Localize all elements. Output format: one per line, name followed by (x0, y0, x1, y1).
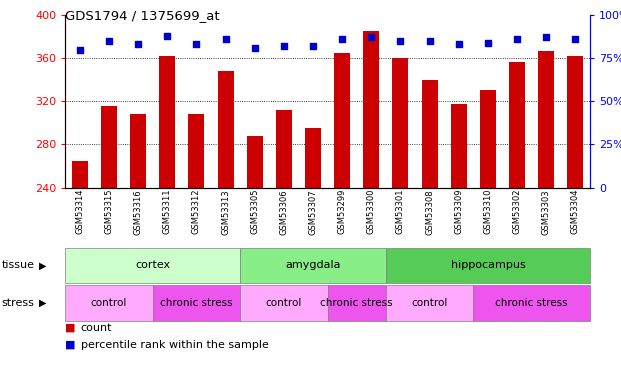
Text: tissue: tissue (1, 260, 34, 270)
Bar (480, 90, 496, 188)
Point (366, 34, 376, 40)
Bar (538, 51, 554, 188)
Bar (247, 136, 263, 188)
Point (542, 34, 551, 40)
Bar (101, 106, 117, 188)
Bar (65, 248, 240, 283)
Point (425, 38, 435, 44)
Text: control: control (412, 298, 448, 308)
Point (75, 46, 84, 53)
Bar (276, 110, 292, 188)
Point (191, 41, 201, 47)
Point (571, 36, 581, 42)
Text: ■: ■ (65, 340, 76, 350)
Point (220, 36, 230, 42)
Bar (509, 62, 525, 188)
Text: ▶: ▶ (39, 298, 46, 308)
Text: GDS1794 / 1375699_at: GDS1794 / 1375699_at (65, 9, 220, 22)
Text: cortex: cortex (135, 260, 170, 270)
Bar (65, 285, 153, 321)
Text: amygdala: amygdala (285, 260, 341, 270)
Text: ■: ■ (65, 323, 76, 333)
Point (483, 40, 493, 46)
Bar (334, 53, 350, 188)
Bar (240, 248, 386, 283)
Bar (159, 56, 175, 188)
Point (396, 38, 406, 44)
Point (512, 36, 522, 42)
Point (104, 38, 114, 44)
Text: count: count (81, 323, 112, 333)
Bar (72, 160, 88, 188)
Text: stress: stress (1, 298, 34, 308)
Text: chronic stress: chronic stress (160, 298, 233, 308)
Bar (305, 128, 321, 188)
Point (279, 43, 289, 49)
Text: chronic stress: chronic stress (496, 298, 568, 308)
Point (454, 41, 464, 47)
Bar (451, 105, 467, 188)
Text: hippocampus: hippocampus (451, 260, 525, 270)
Bar (422, 80, 438, 188)
Text: control: control (266, 298, 302, 308)
Bar (217, 71, 233, 188)
Bar (240, 285, 327, 321)
Bar (386, 285, 473, 321)
Point (308, 43, 318, 49)
Bar (363, 31, 379, 188)
Bar (473, 285, 590, 321)
Point (337, 36, 347, 42)
Bar (392, 58, 409, 188)
Point (133, 41, 143, 47)
Bar (386, 248, 590, 283)
Text: percentile rank within the sample: percentile rank within the sample (81, 340, 269, 350)
Bar (188, 114, 204, 188)
Text: chronic stress: chronic stress (320, 298, 393, 308)
Bar (568, 56, 583, 188)
Bar (327, 285, 386, 321)
Point (162, 33, 172, 39)
Text: ▶: ▶ (39, 260, 46, 270)
Bar (153, 285, 240, 321)
Text: control: control (91, 298, 127, 308)
Point (250, 45, 260, 51)
Bar (130, 114, 146, 188)
